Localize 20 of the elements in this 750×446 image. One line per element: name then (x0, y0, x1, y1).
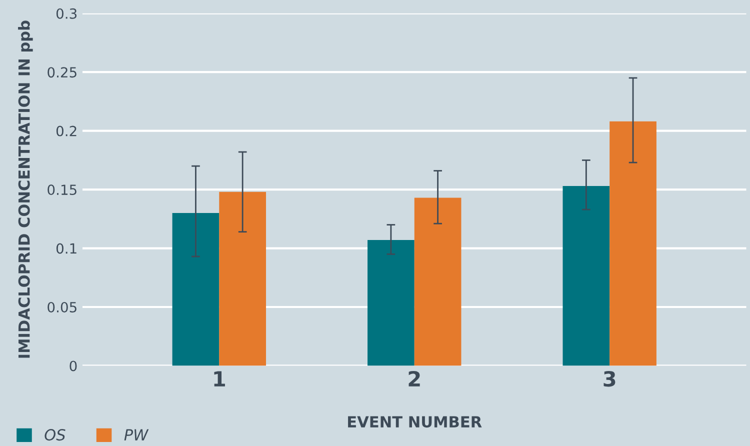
y-tick-label: 0.2 (56, 126, 76, 136)
bar (610, 121, 656, 366)
y-tick-label: 0 (70, 360, 77, 372)
y-tick-label: 0.15 (48, 184, 76, 196)
y-tick-label: 0.05 (48, 302, 76, 312)
legend-label: OS (44, 429, 66, 441)
x-tick-label: 1 (214, 371, 225, 386)
legend-label: PW (124, 429, 149, 440)
x-tick-label: 3 (604, 370, 616, 387)
x-axis-title: EVENT NUMBER (348, 416, 482, 428)
bar (562, 186, 610, 366)
x-tick-label: 2 (408, 370, 420, 386)
y-tick-label: 0.25 (48, 67, 76, 78)
bar (414, 198, 462, 366)
y-tick-label: 0.3 (56, 8, 77, 19)
y-axis-title: IMIDACLOPRID CONCENTRATION IN ppb (18, 20, 33, 358)
bar (172, 213, 220, 366)
y-tick-label: 0.1 (56, 243, 76, 254)
bar (219, 192, 266, 366)
bar (368, 240, 414, 366)
